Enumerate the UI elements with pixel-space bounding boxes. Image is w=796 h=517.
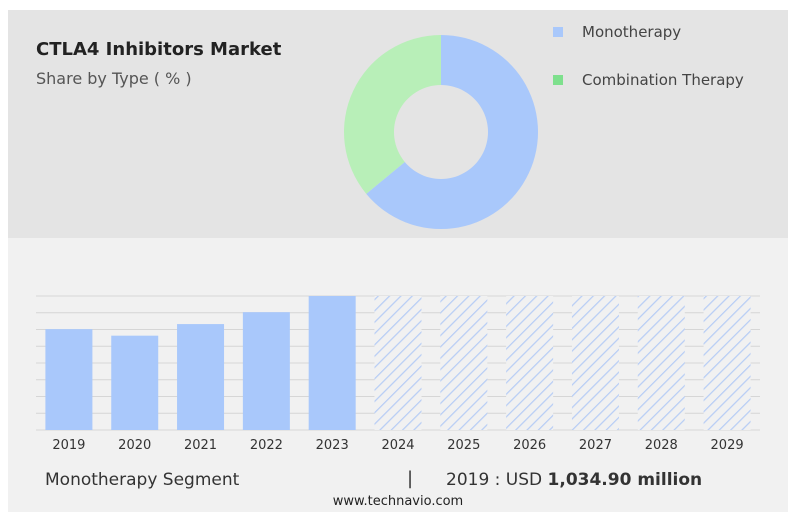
x-tick-label: 2024 xyxy=(381,438,414,453)
chart-frame: CTLA4 Inhibitors Market Share by Type ( … xyxy=(8,10,788,512)
bar-2020 xyxy=(111,335,159,430)
x-tick-label: 2027 xyxy=(579,438,612,453)
forecast-bar-2027 xyxy=(571,296,619,430)
legend-swatch-monotherapy xyxy=(553,27,563,37)
chart-title: CTLA4 Inhibitors Market xyxy=(36,39,282,60)
forecast-bar-2025 xyxy=(440,296,488,430)
chart-subtitle: Share by Type ( % ) xyxy=(36,69,192,88)
bar-2022 xyxy=(242,312,290,430)
bar-2023 xyxy=(308,296,356,430)
segment-value-amount: 1,034.90 million xyxy=(547,470,703,490)
legend-label-monotherapy: Monotherapy xyxy=(582,23,682,41)
segment-value-prefix: 2019 : USD xyxy=(446,470,543,490)
x-tick-label: 2019 xyxy=(52,438,85,453)
source-site: www.technavio.com xyxy=(332,494,464,509)
x-tick-label: 2020 xyxy=(118,438,151,453)
x-tick-label: 2022 xyxy=(250,438,283,453)
bar-chart: 2019 2020 2021 2022 2023 2024 2025 2026 2027 2028… xyxy=(36,295,760,453)
legend-item-combination-therapy: Combination Therapy xyxy=(553,70,744,90)
x-tick-label: 2029 xyxy=(711,438,744,453)
legend-item-monotherapy: Monotherapy xyxy=(553,22,744,42)
legend: Monotherapy Combination Therapy xyxy=(553,22,744,118)
segment-label: Monotherapy Segment xyxy=(45,470,240,490)
summary-panel: CTLA4 Inhibitors Market Share by Type ( … xyxy=(8,10,788,238)
x-tick-label: 2026 xyxy=(513,438,546,453)
x-tick-label: 2023 xyxy=(316,438,349,453)
legend-label-combination-therapy: Combination Therapy xyxy=(582,71,744,89)
forecast-bar-2026 xyxy=(506,296,554,430)
bar-2021 xyxy=(177,324,225,430)
x-tick-label: 2021 xyxy=(184,438,217,453)
forecast-bar-2028 xyxy=(637,296,685,430)
legend-swatch-combination-therapy xyxy=(553,75,563,85)
donut-slice-monotherapy xyxy=(366,35,538,229)
footer-separator: | xyxy=(407,468,414,489)
forecast-bar-2029 xyxy=(703,296,751,430)
x-tick-label: 2028 xyxy=(645,438,678,453)
forecast-bar-2024 xyxy=(374,296,422,430)
x-tick-label: 2025 xyxy=(447,438,480,453)
segment-value: 2019 : USD 1,034.90 million xyxy=(446,470,702,490)
donut-chart xyxy=(344,34,538,229)
donut-slice-combination-therapy xyxy=(344,34,441,194)
bar-2019 xyxy=(45,329,93,430)
